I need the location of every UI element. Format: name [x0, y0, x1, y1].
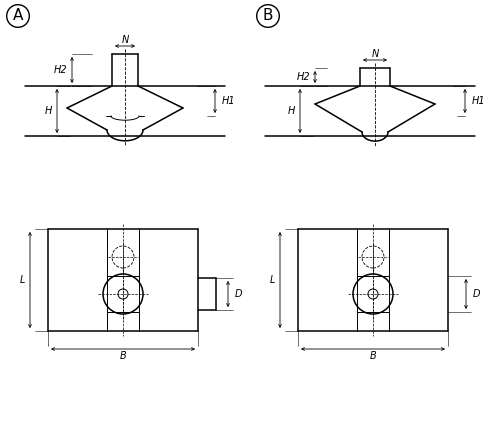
Text: A: A: [13, 8, 23, 23]
Text: B: B: [120, 351, 126, 361]
Text: H2: H2: [296, 72, 310, 82]
Text: L: L: [270, 275, 275, 285]
Text: D: D: [473, 289, 480, 299]
Text: B: B: [263, 8, 273, 23]
Text: N: N: [372, 49, 378, 59]
Text: L: L: [20, 275, 25, 285]
Text: B: B: [370, 351, 376, 361]
Text: H1: H1: [222, 96, 235, 106]
Text: H2: H2: [54, 65, 67, 75]
Text: H1: H1: [472, 96, 486, 106]
Text: N: N: [122, 35, 128, 45]
Text: H: H: [288, 106, 295, 116]
Text: H: H: [44, 106, 52, 116]
Text: D: D: [235, 289, 242, 299]
